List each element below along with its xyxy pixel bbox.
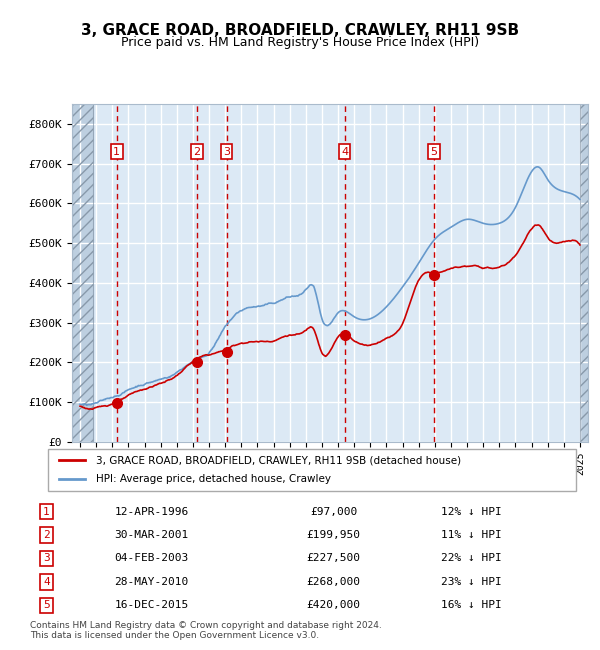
Text: 4: 4 — [43, 577, 50, 587]
Text: 2: 2 — [193, 147, 200, 157]
Text: 1: 1 — [43, 506, 50, 517]
Text: £97,000: £97,000 — [310, 506, 357, 517]
Text: Contains HM Land Registry data © Crown copyright and database right 2024.
This d: Contains HM Land Registry data © Crown c… — [30, 621, 382, 640]
Text: 3, GRACE ROAD, BROADFIELD, CRAWLEY, RH11 9SB: 3, GRACE ROAD, BROADFIELD, CRAWLEY, RH11… — [81, 23, 519, 38]
Text: 23% ↓ HPI: 23% ↓ HPI — [441, 577, 502, 587]
Text: 04-FEB-2003: 04-FEB-2003 — [115, 553, 188, 564]
Text: 12% ↓ HPI: 12% ↓ HPI — [441, 506, 502, 517]
Text: 28-MAY-2010: 28-MAY-2010 — [115, 577, 188, 587]
Text: 2: 2 — [43, 530, 50, 540]
FancyBboxPatch shape — [48, 448, 576, 491]
Text: 16-DEC-2015: 16-DEC-2015 — [115, 601, 188, 610]
Text: £199,950: £199,950 — [307, 530, 361, 540]
Text: 12-APR-1996: 12-APR-1996 — [115, 506, 188, 517]
Text: 4: 4 — [341, 147, 348, 157]
Text: 1: 1 — [113, 147, 121, 157]
Text: 3, GRACE ROAD, BROADFIELD, CRAWLEY, RH11 9SB (detached house): 3, GRACE ROAD, BROADFIELD, CRAWLEY, RH11… — [95, 456, 461, 465]
Text: 5: 5 — [431, 147, 437, 157]
Text: HPI: Average price, detached house, Crawley: HPI: Average price, detached house, Craw… — [95, 474, 331, 484]
Text: 30-MAR-2001: 30-MAR-2001 — [115, 530, 188, 540]
Text: £420,000: £420,000 — [307, 601, 361, 610]
Text: £268,000: £268,000 — [307, 577, 361, 587]
Text: 16% ↓ HPI: 16% ↓ HPI — [441, 601, 502, 610]
Text: 5: 5 — [43, 601, 50, 610]
Text: Price paid vs. HM Land Registry's House Price Index (HPI): Price paid vs. HM Land Registry's House … — [121, 36, 479, 49]
Text: £227,500: £227,500 — [307, 553, 361, 564]
Text: 11% ↓ HPI: 11% ↓ HPI — [441, 530, 502, 540]
Text: 3: 3 — [223, 147, 230, 157]
Text: 22% ↓ HPI: 22% ↓ HPI — [441, 553, 502, 564]
Text: 3: 3 — [43, 553, 50, 564]
